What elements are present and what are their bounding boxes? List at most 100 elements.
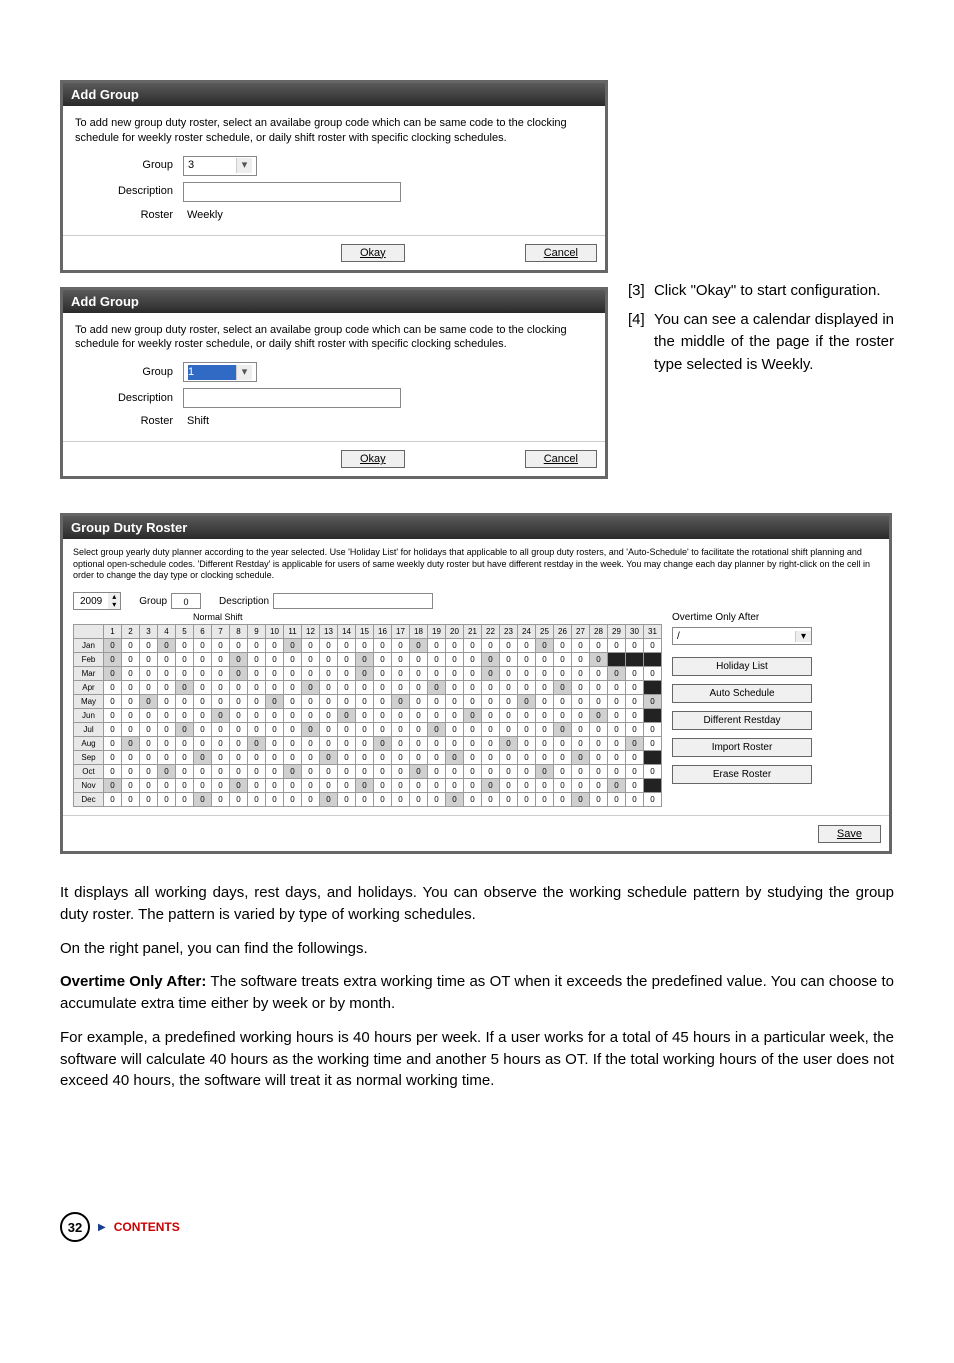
day-cell[interactable]: 0 [410, 695, 428, 709]
day-cell[interactable]: 0 [302, 681, 320, 695]
day-cell[interactable]: 0 [248, 709, 266, 723]
day-cell[interactable]: 0 [410, 709, 428, 723]
day-cell[interactable]: 0 [158, 737, 176, 751]
day-cell[interactable]: 0 [176, 793, 194, 807]
day-cell[interactable]: 0 [572, 667, 590, 681]
day-cell[interactable]: 0 [140, 779, 158, 793]
day-cell[interactable]: 0 [140, 639, 158, 653]
day-cell[interactable]: 0 [608, 667, 626, 681]
day-cell[interactable]: 0 [410, 681, 428, 695]
day-cell[interactable]: 0 [230, 639, 248, 653]
day-cell[interactable]: 0 [626, 793, 644, 807]
description-box[interactable] [273, 593, 433, 609]
day-cell[interactable]: 0 [374, 765, 392, 779]
day-cell[interactable] [608, 653, 626, 667]
day-cell[interactable]: 0 [140, 723, 158, 737]
day-cell[interactable]: 0 [590, 723, 608, 737]
day-cell[interactable]: 0 [554, 653, 572, 667]
day-cell[interactable]: 0 [158, 695, 176, 709]
day-cell[interactable]: 0 [356, 681, 374, 695]
day-cell[interactable]: 0 [320, 681, 338, 695]
day-cell[interactable]: 0 [284, 765, 302, 779]
day-cell[interactable]: 0 [104, 681, 122, 695]
day-cell[interactable]: 0 [518, 793, 536, 807]
day-cell[interactable]: 0 [248, 681, 266, 695]
day-cell[interactable]: 0 [608, 793, 626, 807]
day-cell[interactable]: 0 [122, 709, 140, 723]
day-cell[interactable]: 0 [392, 653, 410, 667]
day-cell[interactable]: 0 [230, 765, 248, 779]
day-cell[interactable]: 0 [158, 779, 176, 793]
day-cell[interactable]: 0 [500, 695, 518, 709]
day-cell[interactable]: 0 [266, 765, 284, 779]
day-cell[interactable]: 0 [374, 737, 392, 751]
day-cell[interactable]: 0 [626, 681, 644, 695]
day-cell[interactable]: 0 [428, 751, 446, 765]
day-cell[interactable]: 0 [554, 793, 572, 807]
overtime-select[interactable]: / ▾ [672, 627, 812, 645]
day-cell[interactable]: 0 [176, 653, 194, 667]
day-cell[interactable]: 0 [608, 709, 626, 723]
day-cell[interactable]: 0 [338, 681, 356, 695]
day-cell[interactable]: 0 [248, 695, 266, 709]
day-cell[interactable]: 0 [338, 695, 356, 709]
day-cell[interactable]: 0 [644, 639, 662, 653]
description-input[interactable] [183, 182, 401, 202]
day-cell[interactable]: 0 [464, 723, 482, 737]
day-cell[interactable]: 0 [644, 667, 662, 681]
day-cell[interactable]: 0 [410, 793, 428, 807]
day-cell[interactable]: 0 [500, 765, 518, 779]
day-cell[interactable]: 0 [554, 765, 572, 779]
day-cell[interactable]: 0 [230, 723, 248, 737]
day-cell[interactable]: 0 [320, 723, 338, 737]
day-cell[interactable]: 0 [446, 765, 464, 779]
day-cell[interactable]: 0 [302, 723, 320, 737]
day-cell[interactable]: 0 [482, 793, 500, 807]
day-cell[interactable]: 0 [104, 667, 122, 681]
day-cell[interactable]: 0 [410, 639, 428, 653]
day-cell[interactable]: 0 [158, 681, 176, 695]
day-cell[interactable]: 0 [482, 723, 500, 737]
day-cell[interactable]: 0 [194, 765, 212, 779]
day-cell[interactable]: 0 [590, 779, 608, 793]
day-cell[interactable]: 0 [104, 639, 122, 653]
day-cell[interactable]: 0 [626, 723, 644, 737]
day-cell[interactable]: 0 [302, 765, 320, 779]
day-cell[interactable]: 0 [284, 667, 302, 681]
day-cell[interactable]: 0 [266, 793, 284, 807]
day-cell[interactable]: 0 [266, 709, 284, 723]
day-cell[interactable]: 0 [410, 723, 428, 737]
day-cell[interactable]: 0 [194, 723, 212, 737]
day-cell[interactable]: 0 [590, 695, 608, 709]
day-cell[interactable]: 0 [464, 709, 482, 723]
day-cell[interactable]: 0 [572, 695, 590, 709]
day-cell[interactable]: 0 [284, 695, 302, 709]
day-cell[interactable]: 0 [194, 779, 212, 793]
day-cell[interactable]: 0 [464, 751, 482, 765]
day-cell[interactable]: 0 [410, 779, 428, 793]
day-cell[interactable]: 0 [536, 695, 554, 709]
day-cell[interactable]: 0 [320, 695, 338, 709]
day-cell[interactable]: 0 [392, 751, 410, 765]
day-cell[interactable]: 0 [194, 653, 212, 667]
day-cell[interactable]: 0 [248, 667, 266, 681]
day-cell[interactable]: 0 [194, 695, 212, 709]
day-cell[interactable]: 0 [266, 681, 284, 695]
day-cell[interactable]: 0 [212, 779, 230, 793]
day-cell[interactable]: 0 [518, 751, 536, 765]
day-cell[interactable]: 0 [446, 779, 464, 793]
day-cell[interactable]: 0 [176, 667, 194, 681]
day-cell[interactable]: 0 [104, 653, 122, 667]
day-cell[interactable]: 0 [302, 709, 320, 723]
day-cell[interactable]: 0 [464, 681, 482, 695]
day-cell[interactable]: 0 [554, 667, 572, 681]
day-cell[interactable]: 0 [608, 737, 626, 751]
day-cell[interactable]: 0 [464, 653, 482, 667]
different-restday-button[interactable]: Different Restday [672, 711, 812, 730]
day-cell[interactable]: 0 [428, 737, 446, 751]
day-cell[interactable]: 0 [122, 737, 140, 751]
day-cell[interactable]: 0 [356, 667, 374, 681]
day-cell[interactable]: 0 [374, 723, 392, 737]
day-cell[interactable]: 0 [572, 793, 590, 807]
day-cell[interactable]: 0 [194, 639, 212, 653]
